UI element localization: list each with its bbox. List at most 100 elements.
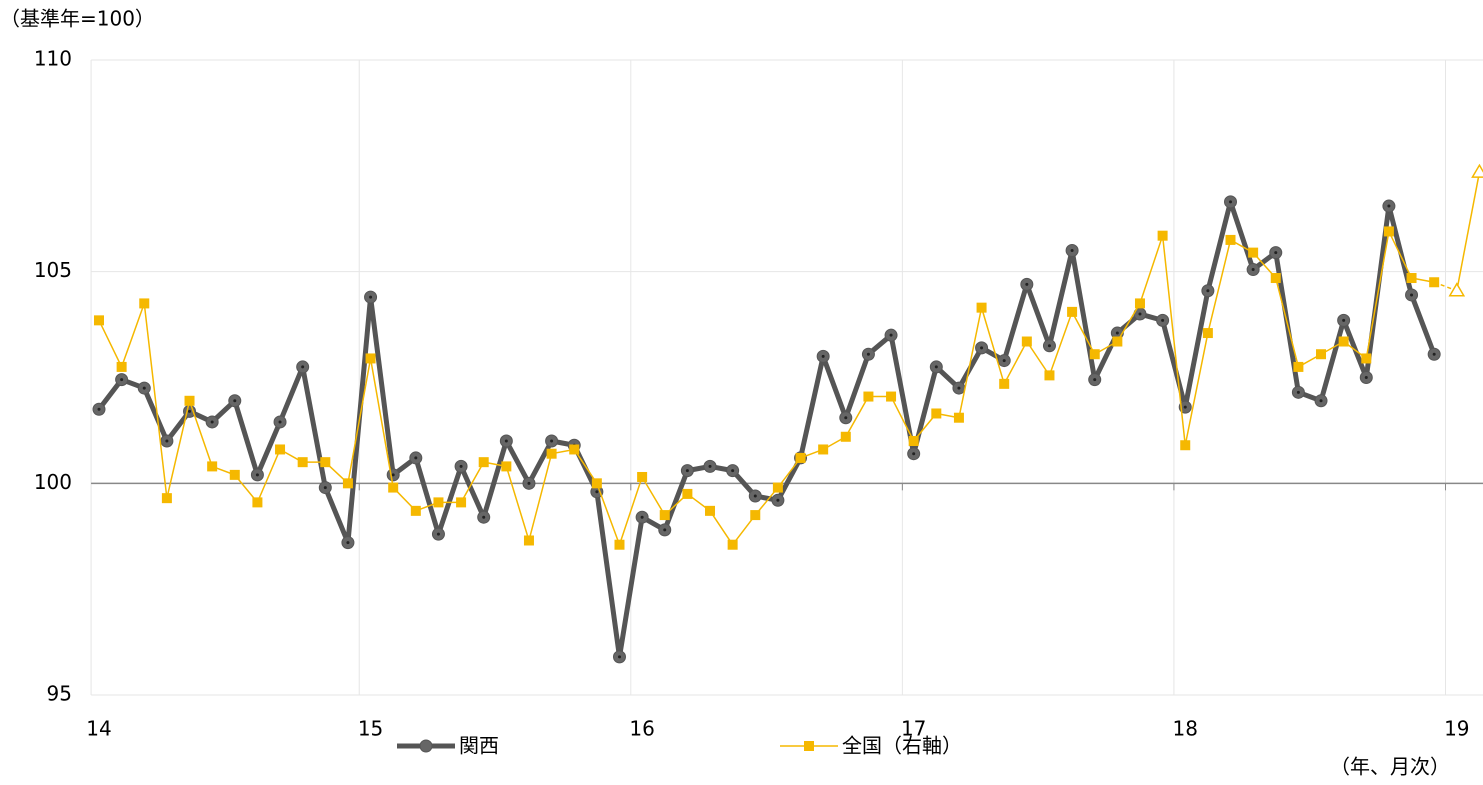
marker-square bbox=[659, 510, 670, 521]
marker-square bbox=[1361, 353, 1372, 364]
marker-dot bbox=[1410, 293, 1414, 297]
marker-square bbox=[1180, 440, 1191, 451]
legend-label: 関西 bbox=[459, 734, 499, 758]
marker-dot bbox=[278, 420, 282, 424]
marker-square bbox=[116, 361, 127, 372]
marker-dot bbox=[1047, 344, 1051, 348]
marker-square bbox=[795, 452, 806, 463]
legend-marker bbox=[804, 741, 814, 751]
y-tick-label: 110 bbox=[34, 47, 72, 71]
marker-dot bbox=[844, 416, 848, 420]
y-tick-label: 105 bbox=[34, 258, 72, 282]
marker-square bbox=[1383, 226, 1394, 237]
marker-dot bbox=[1070, 249, 1074, 252]
marker-square bbox=[931, 408, 942, 419]
marker-square bbox=[275, 444, 286, 455]
marker-dot bbox=[233, 399, 237, 403]
marker-square bbox=[1202, 328, 1213, 339]
marker-square bbox=[546, 448, 557, 459]
marker-dot bbox=[980, 346, 984, 350]
marker-dot bbox=[866, 352, 870, 356]
marker-dot bbox=[912, 452, 916, 456]
marker-dot bbox=[142, 386, 146, 390]
marker-square bbox=[388, 482, 399, 493]
x-tick-label: 17 bbox=[901, 717, 926, 741]
series-line bbox=[97, 199, 1437, 660]
marker-square bbox=[976, 302, 987, 313]
marker-dot bbox=[1183, 405, 1187, 409]
marker-square bbox=[1157, 230, 1168, 241]
marker-dot bbox=[1342, 318, 1346, 322]
marker-dot bbox=[889, 333, 893, 337]
marker-dot bbox=[255, 473, 259, 477]
marker-square bbox=[501, 461, 512, 472]
marker-square bbox=[1429, 277, 1440, 288]
marker-square bbox=[682, 488, 693, 499]
marker-dot bbox=[1161, 318, 1165, 322]
marker-square bbox=[229, 469, 240, 480]
marker-dot bbox=[120, 378, 124, 382]
marker-square bbox=[953, 412, 964, 423]
marker-dot bbox=[1138, 312, 1142, 316]
marker-dot bbox=[957, 386, 961, 390]
marker-dot bbox=[1387, 204, 1391, 208]
marker-square bbox=[523, 535, 534, 546]
marker-square bbox=[772, 482, 783, 493]
marker-square bbox=[1112, 336, 1123, 347]
marker-dot bbox=[708, 464, 712, 468]
x-unit-label: （年、月次） bbox=[1330, 755, 1450, 779]
marker-dot bbox=[1296, 390, 1300, 394]
marker-square bbox=[252, 497, 263, 508]
marker-square bbox=[1067, 306, 1078, 317]
legend-marker bbox=[419, 739, 433, 753]
marker-dot bbox=[1274, 251, 1278, 255]
marker-dot bbox=[731, 469, 735, 473]
marker-dot bbox=[346, 541, 350, 545]
marker-dot bbox=[504, 439, 508, 443]
marker-square bbox=[456, 497, 467, 508]
marker-square bbox=[184, 395, 195, 406]
series-line bbox=[1456, 172, 1481, 291]
marker-square bbox=[1338, 336, 1349, 347]
marker-dot bbox=[821, 354, 825, 358]
marker-square bbox=[705, 505, 716, 516]
marker-square bbox=[365, 353, 376, 364]
marker-square bbox=[139, 298, 150, 309]
marker-square bbox=[1406, 273, 1417, 284]
marker-dot bbox=[1002, 359, 1006, 363]
marker-square bbox=[614, 539, 625, 550]
marker-dot bbox=[934, 365, 938, 369]
marker-square bbox=[637, 471, 648, 482]
marker-square bbox=[342, 478, 353, 489]
marker-dot bbox=[165, 439, 169, 443]
marker-dot bbox=[595, 490, 599, 494]
marker-dot bbox=[1251, 268, 1255, 272]
marker-square bbox=[1316, 349, 1327, 360]
marker-dot bbox=[210, 420, 214, 424]
y-unit-label: （基準年=100） bbox=[0, 7, 155, 31]
marker-square bbox=[433, 497, 444, 508]
marker-dot bbox=[776, 498, 780, 502]
marker-dot bbox=[685, 469, 689, 473]
marker-square bbox=[1225, 234, 1236, 245]
marker-dot bbox=[436, 532, 440, 536]
marker-square bbox=[591, 478, 602, 489]
marker-dot bbox=[1093, 378, 1097, 382]
marker-dot bbox=[1206, 289, 1210, 293]
marker-square bbox=[161, 493, 172, 504]
x-tick-label: 15 bbox=[358, 717, 383, 741]
marker-square bbox=[727, 539, 738, 550]
marker-square bbox=[478, 457, 489, 468]
marker-dot bbox=[663, 528, 667, 532]
marker-square bbox=[297, 457, 308, 468]
marker-square bbox=[569, 444, 580, 455]
marker-square bbox=[863, 391, 874, 402]
marker-square bbox=[1089, 349, 1100, 360]
marker-dot bbox=[1364, 376, 1368, 379]
marker-triangle bbox=[1471, 163, 1483, 178]
marker-square bbox=[207, 461, 218, 472]
marker-dot bbox=[391, 473, 395, 477]
marker-square bbox=[1021, 336, 1032, 347]
marker-dot bbox=[1025, 282, 1029, 286]
